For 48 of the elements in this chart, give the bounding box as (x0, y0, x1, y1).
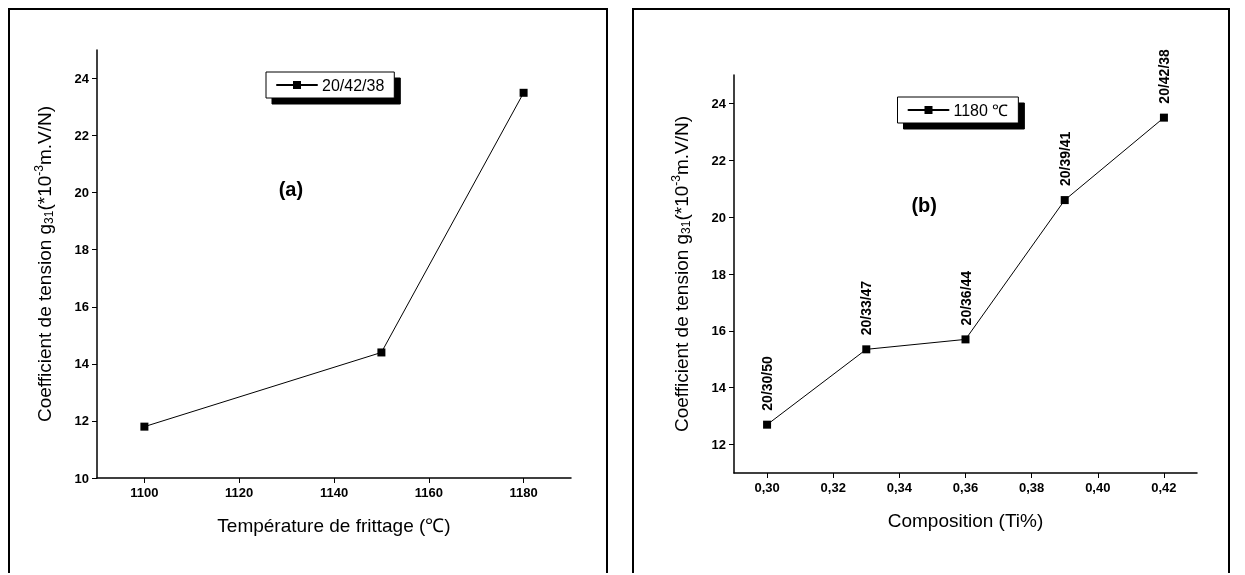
x-tick-label: 0,38 (1018, 480, 1045, 495)
x-tick-label: 1140 (319, 485, 349, 500)
point (1159, 113, 1168, 122)
point (140, 422, 149, 431)
point (519, 88, 528, 97)
y-tick-label: 24 (711, 95, 727, 111)
y-tick-label: 22 (74, 128, 89, 144)
point (1060, 196, 1069, 205)
y-tick-label: 18 (711, 266, 726, 282)
x-tick-label: 1120 (225, 485, 254, 500)
x-tick-label: 0,42 (1151, 480, 1177, 495)
x-tick-label: 1160 (414, 485, 443, 500)
x-tick-label: 0,30 (754, 480, 780, 495)
x-axis-title: Température de frittage (℃) (217, 515, 451, 536)
annotation: 20/33/47 (858, 280, 875, 336)
y-tick-label: 24 (74, 71, 90, 87)
y-tick-label: 20 (711, 209, 726, 225)
x-tick-label: 0,32 (820, 480, 846, 495)
point (961, 335, 970, 344)
annotation: 20/36/44 (957, 270, 974, 326)
y-tick-label: 16 (74, 299, 89, 315)
y-tick-label: 16 (711, 323, 726, 339)
y-tick-label: 12 (711, 437, 726, 453)
y-tick-label: 14 (711, 380, 727, 396)
x-tick-label: 1180 (509, 485, 538, 500)
y-tick-label: 18 (74, 242, 89, 258)
annotation: 20/30/50 (759, 355, 776, 411)
legend-label: 20/42/38 (322, 76, 385, 94)
annotation: (a) (278, 178, 304, 200)
y-axis-title: Coefficient de tension g31(*10-3m.V/N) (32, 105, 56, 423)
y-tick-label: 20 (74, 185, 89, 201)
x-axis-title: Composition (Ti%) (887, 510, 1044, 531)
y-axis-title: Coefficient de tension g31(*10-3m.V/N) (669, 115, 693, 433)
y-tick-label: 22 (711, 152, 726, 168)
x-tick-label: 0,34 (886, 480, 913, 495)
y-tick-label: 12 (74, 413, 89, 429)
annotation: 20/39/41 (1056, 131, 1073, 187)
x-tick-label: 1100 (130, 485, 159, 500)
y-tick-label: 10 (74, 470, 89, 486)
y-tick-label: 14 (74, 356, 90, 372)
point (377, 348, 386, 357)
annotation: (b) (911, 194, 938, 216)
annotation: 20/42/38 (1155, 48, 1172, 104)
x-tick-label: 0,40 (1085, 480, 1111, 495)
x-tick-label: 0,36 (952, 480, 979, 495)
point (862, 345, 871, 354)
legend-label: 1180 ℃ (953, 101, 1009, 119)
point (763, 420, 772, 429)
